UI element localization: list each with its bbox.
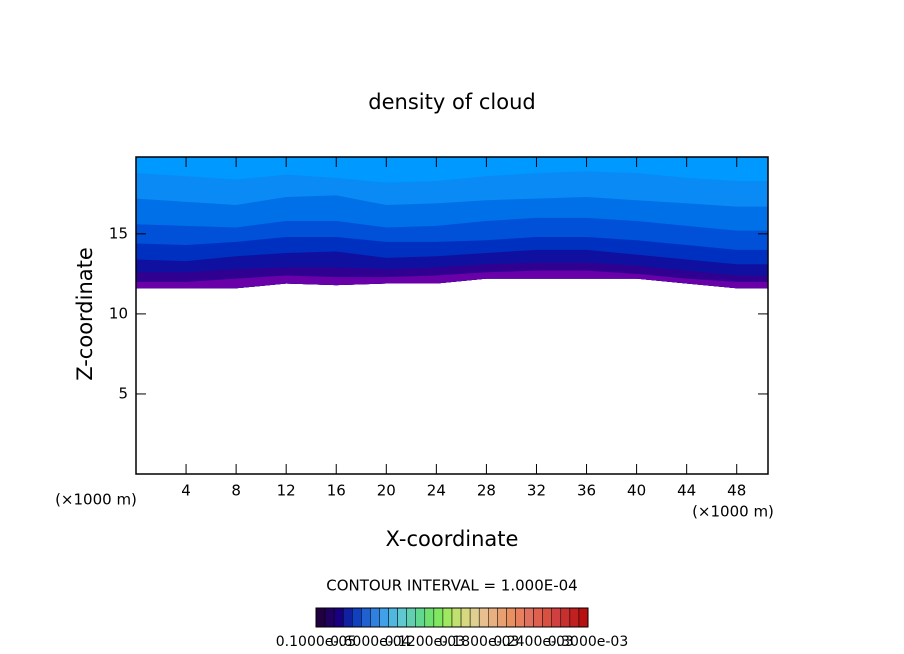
colorbar-swatch [460, 607, 471, 628]
colorbar-swatch [569, 607, 580, 628]
colorbar-swatch [406, 607, 416, 628]
colorbar-swatch [551, 607, 562, 628]
x-unit-label: (×1000 m) [55, 491, 137, 509]
x-tick-label: 16 [327, 482, 346, 500]
colorbar-swatch [397, 607, 407, 628]
x-tick-label: 44 [677, 482, 696, 500]
chart-title: density of cloud [368, 90, 535, 114]
colorbar-label: 0.1200e-03 [385, 634, 465, 650]
colorbar-swatch [315, 607, 326, 628]
x-unit-label: (×1000 m) [692, 503, 774, 521]
x-tick-label: 8 [231, 482, 241, 500]
colorbar-swatch [542, 607, 552, 628]
y-tick-label: 5 [118, 384, 128, 402]
colorbar-label: 0.2400e-03 [493, 634, 573, 650]
colorbar-swatch [488, 607, 498, 628]
colorbar-label: 0.6000e-04 [330, 634, 411, 650]
x-tick-label: 48 [727, 482, 746, 500]
x-tick-label: 28 [477, 482, 496, 500]
contour-band [136, 270, 768, 289]
y-axis-label: Z-coordinate [73, 247, 97, 381]
colorbar-swatch [352, 607, 362, 628]
x-tick-label: 40 [627, 482, 646, 500]
colorbar-swatch [388, 607, 398, 628]
colorbar-swatch [361, 607, 371, 628]
colorbar-swatch [433, 607, 444, 628]
colorbar-swatch [333, 607, 344, 628]
x-tick-label: 12 [277, 482, 296, 500]
y-tick-label: 10 [109, 304, 128, 322]
colorbar-label: 0.3000e-03 [548, 634, 628, 650]
colorbar-swatch [424, 607, 435, 628]
colorbar-swatch [415, 607, 426, 628]
colorbar-swatch [379, 607, 389, 628]
colorbar-swatch [451, 607, 462, 628]
plot-frame [135, 156, 769, 475]
colorbar-swatch [524, 607, 534, 628]
colorbar-swatch [442, 607, 453, 628]
colorbar-swatch [497, 607, 507, 628]
colorbar-label: 0.1800e-03 [439, 634, 519, 650]
colorbar-swatch [478, 607, 489, 628]
x-tick-label: 4 [181, 482, 191, 500]
colorbar-swatch [533, 607, 543, 628]
colorbar-swatch [578, 607, 589, 628]
x-tick-label: 24 [427, 482, 446, 500]
colorbar-swatch [506, 607, 516, 628]
colorbar-label: 0.1000e-05 [276, 634, 356, 650]
x-tick-label: 20 [377, 482, 396, 500]
contour-interval: CONTOUR INTERVAL = 1.000E-04 [326, 577, 577, 595]
x-tick-label: 32 [527, 482, 546, 500]
x-tick-label: 36 [577, 482, 596, 500]
colorbar-swatch [560, 607, 571, 628]
colorbar-swatch [342, 607, 353, 628]
colorbar-swatch [469, 607, 480, 628]
colorbar-swatch [515, 607, 525, 628]
colorbar-swatch [370, 607, 380, 628]
colorbar-swatch [324, 607, 335, 628]
x-axis-label: X-coordinate [386, 527, 519, 551]
y-tick-label: 15 [109, 224, 128, 242]
colorbar-frame [315, 607, 589, 628]
